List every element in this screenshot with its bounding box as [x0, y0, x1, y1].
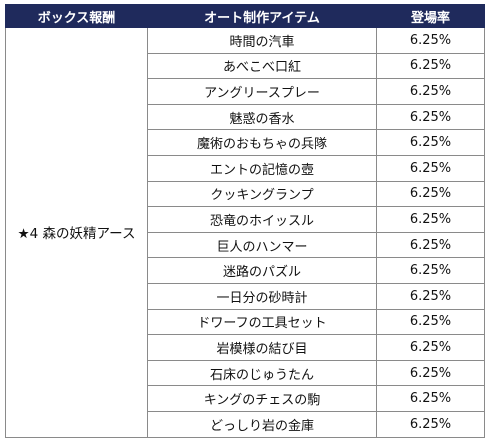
item-cell: 魔術のおもちゃの兵隊	[147, 129, 377, 156]
table-body: ★4 森の妖精アース 時間の汽車 6.25% あべこべ口紅 6.25% アングリースプレー…	[5, 27, 485, 438]
item-cell: 一日分の砂時計	[147, 282, 377, 310]
item-cell: アングリースプレー	[147, 78, 377, 105]
rate-cell: 6.25%	[376, 282, 485, 310]
table-row: あべこべ口紅 6.25%	[6, 52, 485, 80]
header-rate: 登場率	[376, 4, 485, 28]
item-cell: 石床のじゅうたん	[147, 359, 377, 387]
item-cell: 迷路のパズル	[147, 257, 377, 284]
header-item: オート制作アイテム	[147, 4, 377, 28]
item-cell: あべこべ口紅	[147, 52, 377, 80]
table-row: 恐竜のホイッスル 6.25%	[6, 206, 485, 233]
rate-cell: 6.25%	[376, 334, 485, 361]
rate-cell: 6.25%	[376, 154, 485, 182]
box-reward-table: ボックス報酬 オート制作アイテム 登場率 ★4 森の妖精アース 時間の汽車 6.25…	[5, 4, 485, 438]
reward-cell: ★4 森の妖精アース	[5, 27, 148, 438]
rate-cell: 6.25%	[376, 257, 485, 284]
table-row: 岩模様の結び目 6.25%	[6, 334, 485, 361]
rate-cell: 6.25%	[376, 231, 485, 259]
item-cell: 時間の汽車	[147, 27, 377, 54]
table-row: 石床のじゅうたん 6.25%	[6, 359, 485, 387]
rate-cell: 6.25%	[376, 410, 485, 438]
header-row: ボックス報酬 オート制作アイテム 登場率	[5, 4, 485, 28]
item-cell: ドワーフの工具セット	[147, 308, 377, 336]
header-reward: ボックス報酬	[5, 4, 148, 28]
table-row: ドワーフの工具セット 6.25%	[6, 308, 485, 336]
item-cell: 巨人のハンマー	[147, 231, 377, 259]
rate-cell: 6.25%	[376, 52, 485, 80]
table-row: 魅惑の香水 6.25%	[6, 103, 485, 131]
rate-cell: 6.25%	[376, 308, 485, 336]
table-row: エントの記憶の壺 6.25%	[6, 154, 485, 182]
rate-cell: 6.25%	[376, 27, 485, 54]
rate-cell: 6.25%	[376, 359, 485, 387]
table-row: 魔術のおもちゃの兵隊 6.25%	[6, 129, 485, 156]
table-row: 巨人のハンマー 6.25%	[6, 231, 485, 259]
rate-cell: 6.25%	[376, 385, 485, 412]
item-cell: 岩模様の結び目	[147, 334, 377, 361]
item-cell: 魅惑の香水	[147, 103, 377, 131]
item-cell: エントの記憶の壺	[147, 154, 377, 182]
rate-cell: 6.25%	[376, 129, 485, 156]
rate-cell: 6.25%	[376, 180, 485, 208]
table-header: ボックス報酬 オート制作アイテム 登場率	[5, 4, 485, 28]
item-cell: 恐竜のホイッスル	[147, 206, 377, 233]
item-cell: キングのチェスの駒	[147, 385, 377, 412]
item-cell: クッキングランプ	[147, 180, 377, 208]
table-row: 迷路のパズル 6.25%	[6, 257, 485, 284]
table-row: キングのチェスの駒 6.25%	[6, 385, 485, 412]
item-cell: どっしり岩の金庫	[147, 410, 377, 438]
table-row: どっしり岩の金庫 6.25%	[6, 410, 485, 438]
table-row: ★4 森の妖精アース 時間の汽車 6.25%	[5, 27, 485, 438]
rate-cell: 6.25%	[376, 78, 485, 105]
table-row: クッキングランプ 6.25%	[6, 180, 485, 208]
rate-cell: 6.25%	[376, 206, 485, 233]
rate-cell: 6.25%	[376, 103, 485, 131]
